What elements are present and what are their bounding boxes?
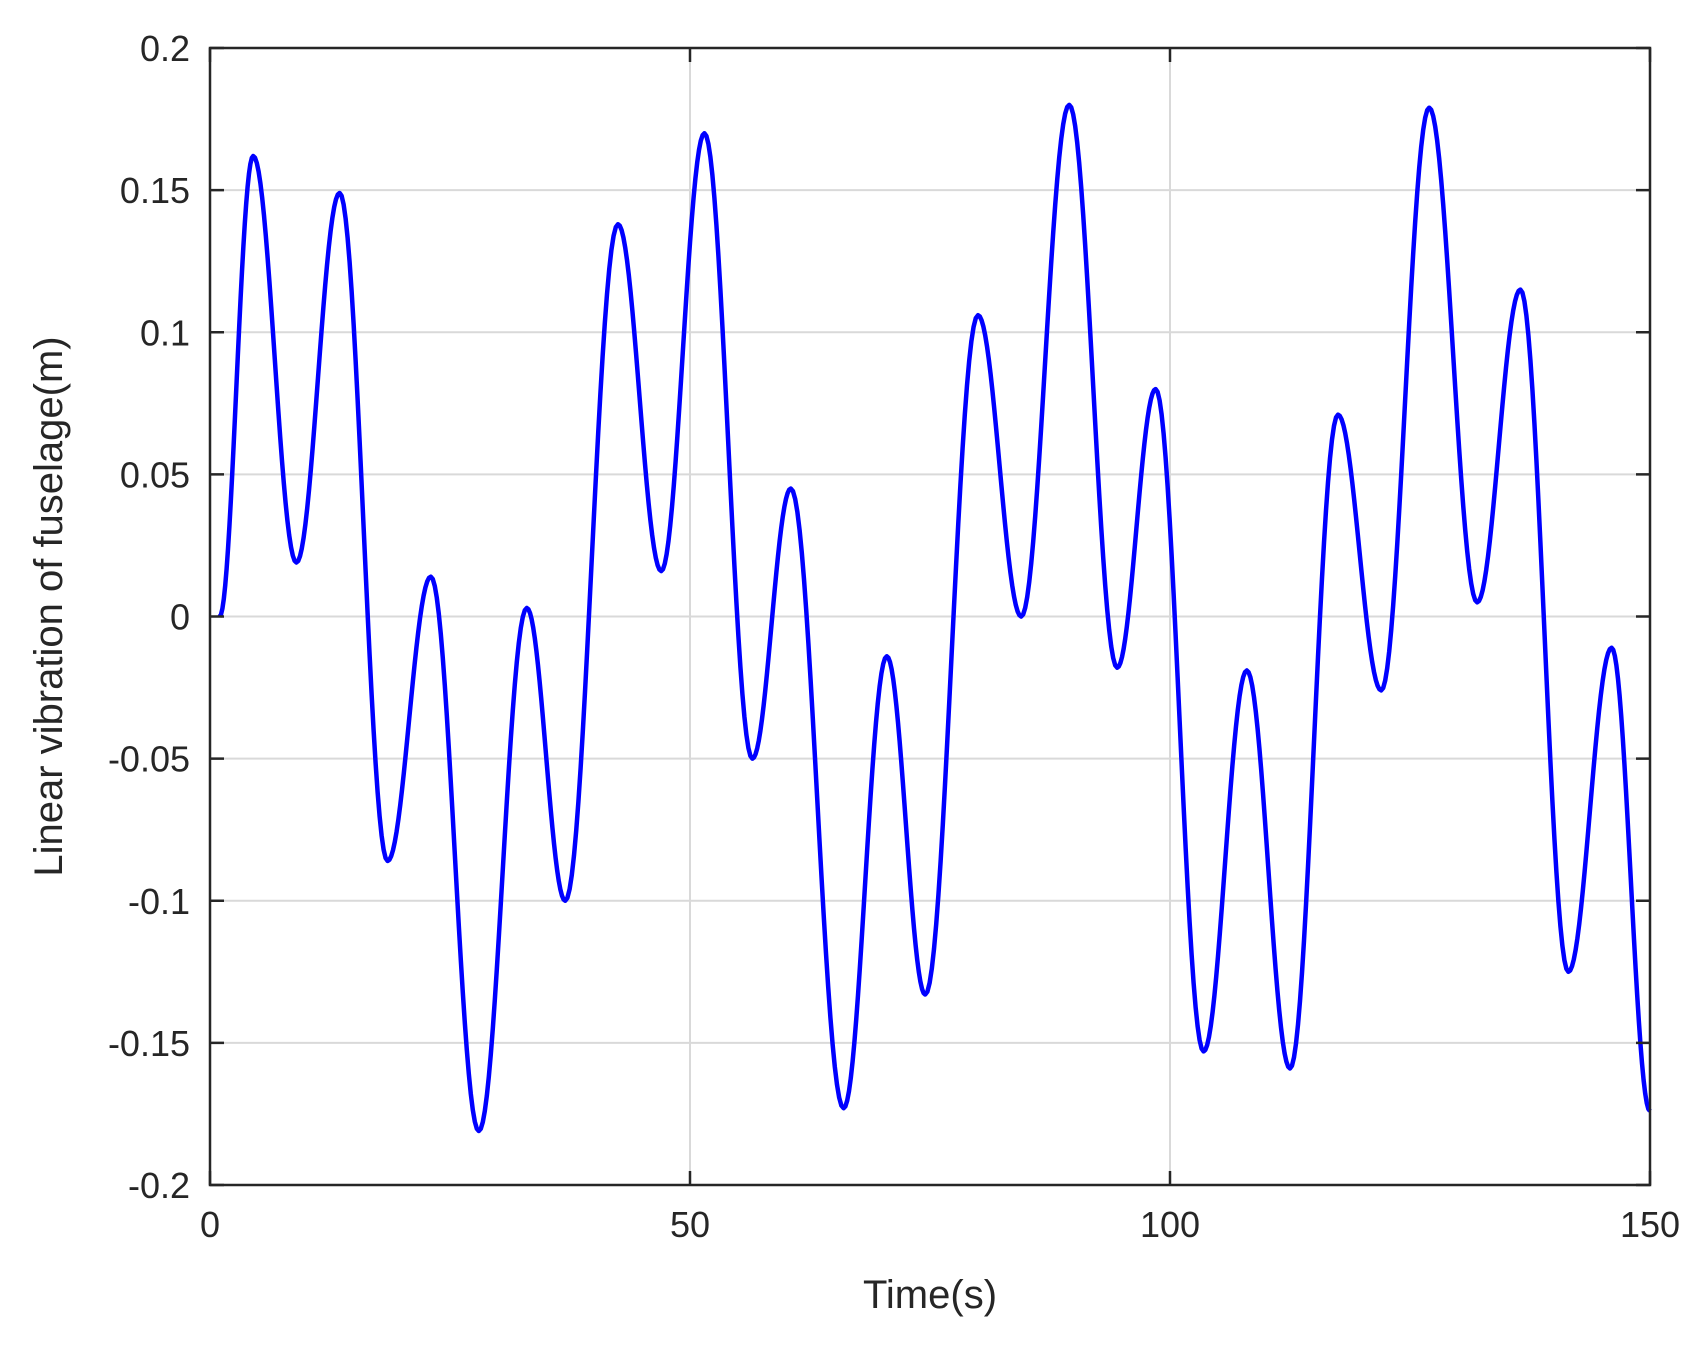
y-tick-label: -0.05 [108, 739, 190, 780]
y-tick-label: -0.1 [128, 881, 190, 922]
y-tick-label: 0.2 [140, 28, 190, 69]
y-tick-label: 0.05 [120, 454, 190, 495]
y-tick-label: -0.2 [128, 1165, 190, 1206]
series-line [217, 102, 1652, 1134]
y-axis-label: Linear vibration of fuselage(m) [27, 336, 71, 876]
x-tick-label: 0 [200, 1204, 220, 1245]
y-tick-label: 0 [170, 597, 190, 638]
x-axis-label: Time(s) [863, 1273, 997, 1317]
x-tick-label: 150 [1620, 1204, 1680, 1245]
y-tick-label: -0.15 [108, 1023, 190, 1064]
y-tick-label: 0.1 [140, 312, 190, 353]
y-tick-label: 0.15 [120, 170, 190, 211]
series-layer [217, 102, 1652, 1134]
x-tick-label: 100 [1140, 1204, 1200, 1245]
x-tick-label: 50 [670, 1204, 710, 1245]
ticks: 0 50 100 150 -0.2 -0.15 -0.1 -0.05 0 0.05 0.1 0.15 0… [108, 28, 1680, 1245]
